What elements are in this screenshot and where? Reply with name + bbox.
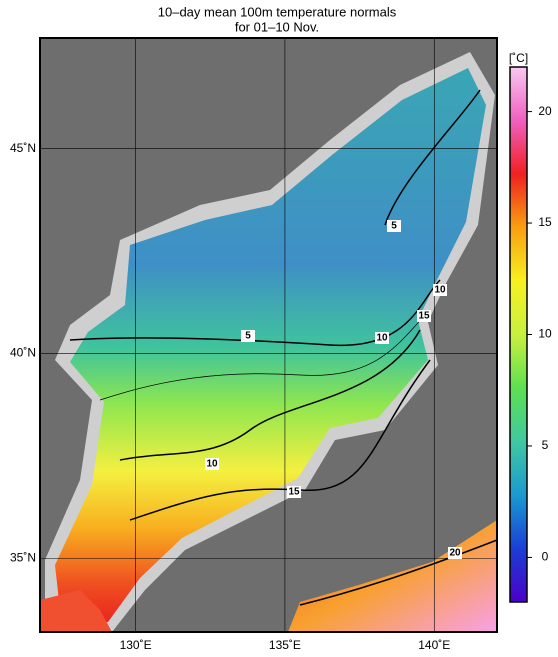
lon-label: 135˚E	[269, 638, 301, 652]
contour-line	[69, 279, 441, 346]
contour-label-bg	[387, 220, 401, 232]
lat-label: 40˚N	[10, 346, 36, 360]
contour-label: 5	[391, 221, 397, 232]
map-frame	[39, 37, 498, 633]
contour-label: 20	[449, 548, 461, 559]
colorbar-tick-label: 15	[538, 215, 552, 229]
colorbar: [˚C] 20 15 10 5 0	[509, 51, 552, 603]
contour-label: 10	[206, 459, 218, 470]
title: 10–day mean 100m temperature normals	[158, 4, 397, 19]
colorbar-tick-label: 20	[538, 104, 552, 118]
map-area	[40, 38, 498, 632]
pacific	[288, 520, 497, 632]
japan-sea	[55, 68, 486, 628]
contour-label: 10	[376, 333, 388, 344]
colorbar-scale	[509, 66, 528, 603]
lat-label: 45˚N	[10, 141, 36, 155]
colorbar-tick-label: 5	[542, 438, 549, 452]
colorbar-tick-label: 10	[538, 327, 552, 341]
contour-label-bg	[448, 547, 462, 559]
contour-label: 15	[418, 311, 430, 322]
lon-label: 140˚E	[418, 638, 450, 652]
contour-label-bg	[205, 458, 219, 470]
contour-label-bg	[287, 486, 301, 498]
contour-label-bg	[375, 332, 389, 344]
colorbar-unit: [˚C]	[509, 51, 528, 65]
colorbar-tick-label: 0	[542, 550, 549, 564]
contour-line	[384, 89, 481, 226]
contour-label-bg	[241, 330, 255, 342]
east-china-sea	[40, 590, 112, 632]
lat-label: 35˚N	[10, 550, 36, 564]
contour-line	[119, 329, 421, 461]
lon-label: 130˚E	[120, 638, 152, 652]
contour-label-bg	[433, 284, 447, 296]
contour-line	[299, 539, 498, 606]
contour-label: 15	[288, 487, 300, 498]
contour-label-bg	[417, 310, 431, 322]
contour-label: 5	[245, 331, 251, 342]
contour-label: 10	[434, 285, 446, 296]
subtitle: for 01–10 Nov.	[235, 19, 319, 34]
contour-line	[99, 309, 431, 401]
